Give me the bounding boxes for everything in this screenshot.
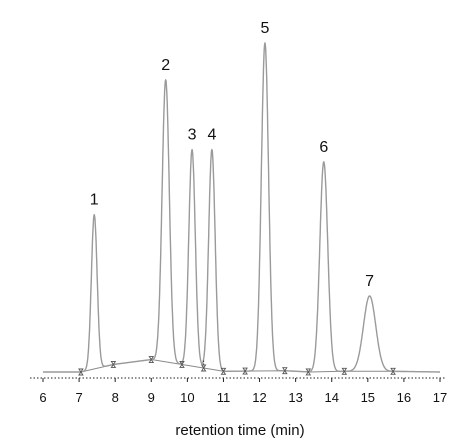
integration-marker — [179, 361, 185, 368]
integration-marker — [305, 368, 312, 376]
x-tick-label: 7 — [75, 390, 82, 405]
signal-trace — [42, 42, 441, 373]
x-tick-label: 6 — [39, 390, 46, 405]
integration-marker — [220, 367, 227, 375]
peak-label: 7 — [365, 273, 374, 290]
peak-label-layer: 1 2 3 4 5 6 7 — [90, 20, 374, 290]
integration-marker-layer — [78, 356, 396, 376]
signal-layer — [42, 42, 441, 373]
x-axis-title: retention time (min) — [175, 422, 304, 439]
integration-marker — [78, 368, 84, 376]
x-tick-label: 11 — [217, 390, 231, 405]
x-tick-label: 12 — [252, 390, 266, 405]
peak-label: 5 — [261, 20, 270, 37]
peak-label: 1 — [90, 192, 99, 209]
x-tick-label: 16 — [397, 390, 411, 405]
peak-label: 6 — [319, 139, 328, 156]
peak-label: 4 — [207, 127, 216, 144]
integration-marker — [200, 364, 207, 372]
integration-marker — [110, 361, 117, 368]
integration-marker — [390, 367, 396, 375]
x-tick-label: 9 — [148, 390, 155, 405]
x-tick-label: 17 — [433, 390, 447, 405]
integration-marker — [148, 356, 155, 363]
x-tick-label: 13 — [288, 390, 302, 405]
integration-marker — [281, 367, 288, 375]
peak-label: 3 — [188, 127, 197, 144]
x-tick-label: 8 — [112, 390, 119, 405]
x-tick-label: 14 — [324, 390, 338, 405]
peak-label: 2 — [161, 57, 170, 74]
x-axis: 6 7 8 9 10 11 12 13 14 15 16 17 — [30, 377, 447, 405]
x-tick-label: 15 — [361, 390, 375, 405]
integration-marker — [242, 367, 248, 375]
integration-marker — [341, 367, 348, 375]
x-tick-label: 10 — [180, 390, 194, 405]
